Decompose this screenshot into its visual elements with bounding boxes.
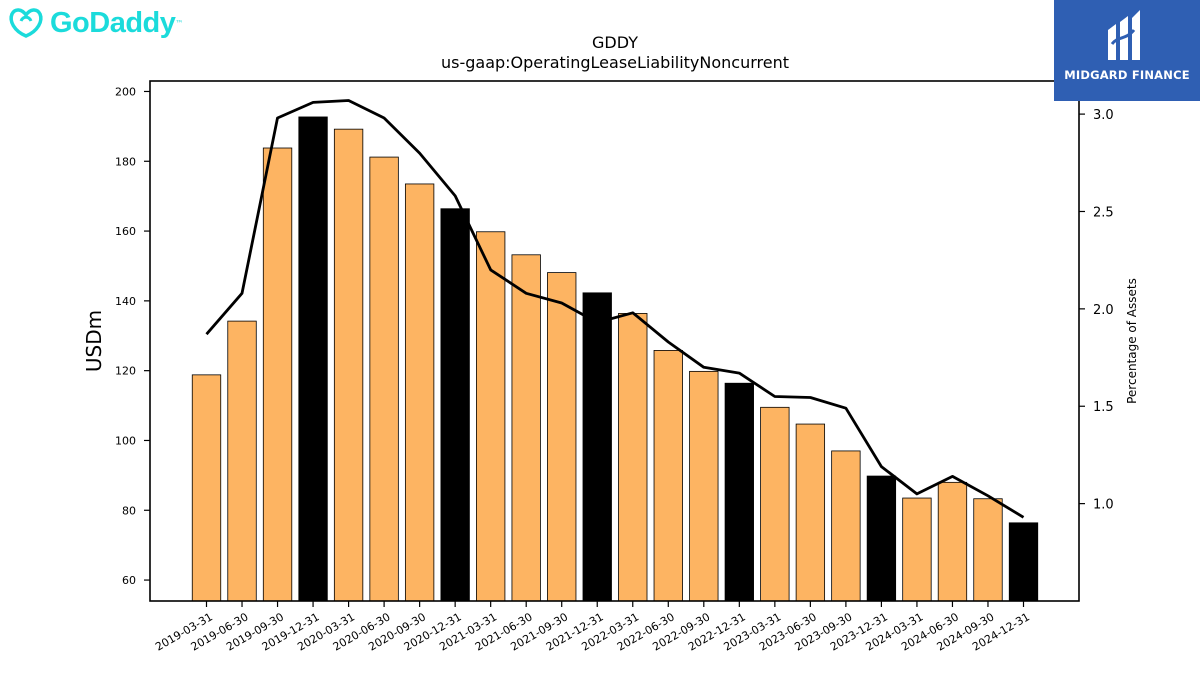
y-tick-label: 100 [115, 434, 136, 447]
y-tick-label: 200 [115, 85, 136, 98]
bar [333, 128, 364, 602]
bar [191, 374, 222, 602]
y-tick-label: 60 [122, 574, 136, 587]
godaddy-logo: GoDaddy ™ [6, 4, 183, 42]
y2-axis-label: Percentage of Assets [1125, 278, 1139, 404]
bar [547, 272, 577, 602]
bar [831, 450, 861, 602]
bar [902, 497, 932, 602]
y-tick-label: 80 [122, 504, 136, 517]
bar [369, 156, 399, 602]
watermark-text: MIDGARD FINANCE [1064, 68, 1190, 82]
plot-frame [149, 80, 1080, 602]
midgard-finance-watermark: MIDGARD FINANCE [1054, 0, 1200, 101]
bar [582, 292, 612, 602]
bar [298, 116, 328, 602]
bar [760, 406, 790, 602]
y-tick-label: 180 [115, 155, 136, 168]
y-tick-label: 160 [115, 225, 136, 238]
bar [618, 313, 648, 602]
midgard-logo-icon [1108, 10, 1140, 60]
y2-tick-label: 2.0 [1093, 303, 1114, 318]
bar [227, 320, 257, 602]
bar [653, 350, 683, 602]
bar [689, 370, 719, 602]
bar [795, 423, 826, 602]
chart-subtitle: us-gaap:OperatingLeaseLiabilityNoncurren… [440, 53, 790, 72]
bar [973, 498, 1003, 602]
bar [1008, 522, 1039, 602]
brand-trademark: ™ [175, 18, 184, 28]
y-tick-label: 120 [115, 365, 136, 378]
bar [440, 208, 470, 602]
percent-assets-line [205, 99, 1025, 519]
brand-name: GoDaddy [50, 6, 176, 39]
bar [937, 481, 968, 602]
bar [476, 231, 506, 602]
bar [511, 254, 541, 602]
godaddy-logo-icon [9, 8, 43, 38]
bar [866, 475, 897, 602]
bar [262, 147, 293, 602]
y2-tick-label: 2.5 [1093, 205, 1114, 220]
y2-tick-label: 1.0 [1093, 498, 1114, 513]
y2-tick-label: 3.0 [1093, 108, 1114, 123]
y-axis-label: USDm [82, 310, 106, 372]
bar [724, 382, 754, 602]
chart-title: GDDY [592, 33, 638, 52]
y-tick-label: 140 [115, 295, 136, 308]
y2-tick-label: 1.5 [1093, 400, 1114, 415]
bar [404, 183, 435, 602]
